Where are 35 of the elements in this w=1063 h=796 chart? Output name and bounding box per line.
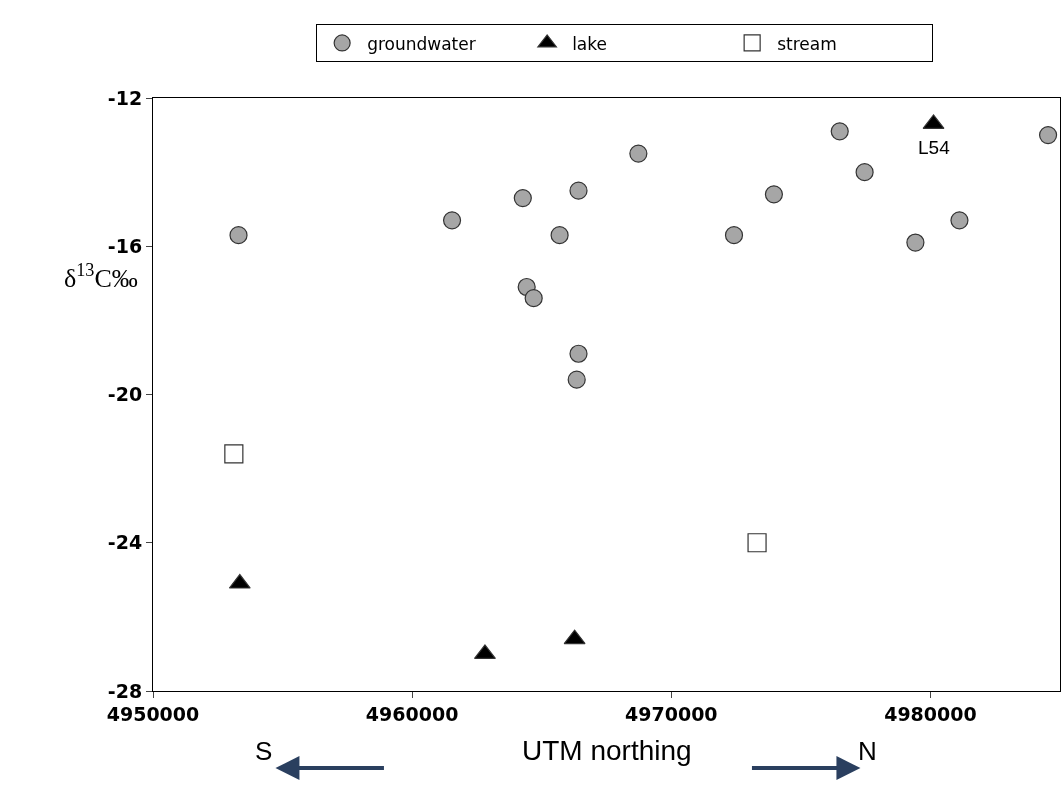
- point: [224, 444, 244, 464]
- point: [724, 226, 744, 245]
- y-tick-label: -16: [107, 234, 143, 257]
- point: [569, 181, 588, 200]
- legend-label: stream: [777, 33, 837, 54]
- y-tick-label: -20: [107, 383, 143, 406]
- text: N: [858, 736, 877, 766]
- legend-label: lake: [572, 33, 607, 54]
- legend-label: groundwater: [367, 33, 476, 54]
- point: [906, 233, 925, 252]
- point: [629, 144, 648, 163]
- point: [855, 163, 874, 182]
- point: [830, 122, 849, 141]
- text: S: [255, 736, 273, 766]
- x-axis-title: UTM northing: [522, 735, 692, 766]
- point: [442, 211, 462, 230]
- y-tick-label: -12: [107, 86, 143, 109]
- point: [747, 533, 767, 553]
- point: [764, 185, 784, 204]
- point: [513, 188, 532, 208]
- x-tick-label: 4970000: [625, 702, 718, 725]
- point: [1038, 125, 1058, 145]
- point: [569, 344, 588, 363]
- point: [524, 289, 543, 308]
- x-tick-label: 4950000: [106, 702, 200, 725]
- point: [950, 211, 969, 230]
- x-tick-label: 4960000: [365, 702, 459, 725]
- y-axis-title: δ$^{13}$C‰: [64, 260, 138, 293]
- point: [229, 226, 248, 245]
- point: [567, 370, 586, 389]
- y-tick-label: -24: [107, 531, 143, 554]
- point: [550, 226, 569, 245]
- annotation: L54: [918, 137, 951, 158]
- x-tick-label: 4980000: [884, 702, 977, 725]
- y-tick-label: -28: [107, 679, 143, 702]
